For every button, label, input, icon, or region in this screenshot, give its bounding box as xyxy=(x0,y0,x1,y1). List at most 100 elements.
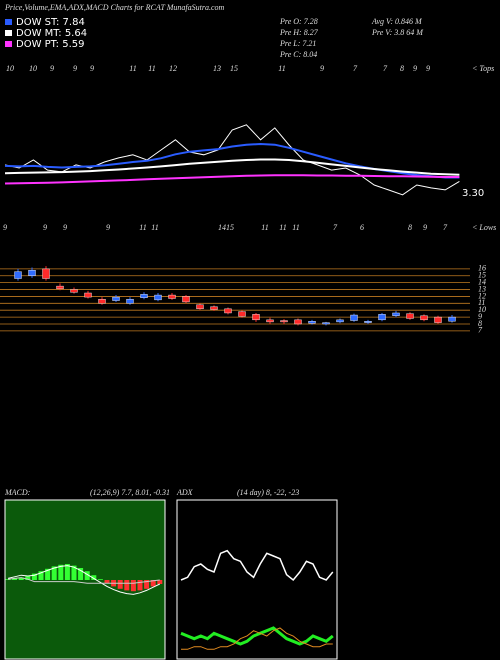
candle-body xyxy=(238,311,246,317)
y-tick-label: 7 xyxy=(478,326,483,335)
candle-body xyxy=(112,296,120,301)
legend-swatch xyxy=(5,41,12,47)
series-line xyxy=(181,627,333,650)
y-tick-label: 9 xyxy=(478,312,482,321)
candle-body xyxy=(168,294,176,299)
panel-label: MACD: xyxy=(4,488,31,497)
candle-body xyxy=(336,319,344,323)
histogram-bar xyxy=(130,580,136,592)
tops-label: 13 xyxy=(213,64,221,73)
candle-body xyxy=(280,320,288,323)
panel-label: ADX xyxy=(176,488,194,497)
series-line xyxy=(7,577,160,584)
lows-label: 14 xyxy=(218,223,226,232)
candle-body xyxy=(224,308,232,314)
tops-label: 9 xyxy=(50,64,54,73)
lows-label: 11 xyxy=(261,223,268,232)
lows-label: 15 xyxy=(226,223,234,232)
tops-label: 15 xyxy=(230,64,238,73)
candle-body xyxy=(56,285,64,290)
histogram-bar xyxy=(31,573,37,580)
candle-body xyxy=(28,270,36,276)
y-tick-label: 8 xyxy=(478,319,482,328)
histogram-bar xyxy=(117,580,123,589)
histogram-bar xyxy=(18,577,24,580)
histogram-bar xyxy=(157,580,163,584)
tops-label: 9 xyxy=(413,64,417,73)
candle-body xyxy=(140,294,148,299)
candle-body xyxy=(126,298,134,304)
candle-body xyxy=(322,322,330,325)
candle-body xyxy=(70,289,78,293)
legend-label: DOW MT: 5.64 xyxy=(16,28,87,39)
tops-label: 7 xyxy=(353,64,358,73)
panel-params: (12,26,9) 7.7, 8.01, -0.31 xyxy=(90,488,170,497)
series-line xyxy=(4,174,460,185)
y-tick-label: 11 xyxy=(478,298,485,307)
candle-body xyxy=(308,321,316,324)
tops-label: 11 xyxy=(278,64,285,73)
y-tick-label: 15 xyxy=(478,271,486,280)
info-text: Avg V: 0.846 M xyxy=(371,17,423,26)
lows-label: 9 xyxy=(423,223,427,232)
series-line xyxy=(180,549,334,582)
candle-body xyxy=(392,312,400,316)
last-label: 3.30 xyxy=(462,188,484,199)
tops-caption: < Tops xyxy=(472,64,494,73)
histogram-bar xyxy=(58,564,64,580)
candle-body xyxy=(84,292,92,298)
tops-label: 8 xyxy=(400,64,404,73)
lows-label: 11 xyxy=(139,223,146,232)
series-line xyxy=(7,565,161,595)
tops-label: 9 xyxy=(320,64,324,73)
lows-label: 6 xyxy=(360,223,364,232)
tops-label: 10 xyxy=(6,64,14,73)
histogram-bar xyxy=(45,568,51,580)
info-text: Pre O: 7.28 xyxy=(279,17,318,26)
y-tick-label: 13 xyxy=(478,284,486,293)
candle-body xyxy=(252,314,260,321)
y-tick-label: 16 xyxy=(478,264,486,273)
histogram-bar xyxy=(137,580,143,591)
tops-label: 11 xyxy=(148,64,155,73)
lows-label: 8 xyxy=(408,223,412,232)
candle-body xyxy=(420,315,428,321)
histogram-bar xyxy=(97,579,103,580)
tops-label: 11 xyxy=(129,64,136,73)
lows-caption: < Lows xyxy=(472,223,496,232)
histogram-bar xyxy=(64,564,70,580)
lows-label: 7 xyxy=(443,223,448,232)
series-line xyxy=(4,158,460,176)
legend-label: DOW ST: 7.84 xyxy=(16,17,85,28)
lows-label: 11 xyxy=(292,223,299,232)
lows-label: 11 xyxy=(151,223,158,232)
info-text: Pre H: 8.27 xyxy=(279,28,319,37)
candle-body xyxy=(42,268,50,279)
candle-body xyxy=(434,316,442,323)
info-text: Pre V: 3.8 64 M xyxy=(371,28,424,37)
histogram-bar xyxy=(84,571,90,580)
histogram-bar xyxy=(12,578,18,580)
tops-label: 12 xyxy=(169,64,177,73)
histogram-bar xyxy=(25,576,31,580)
legend-label: DOW PT: 5.59 xyxy=(16,39,85,50)
lows-label: 9 xyxy=(43,223,47,232)
candle-body xyxy=(448,316,456,322)
candle-body xyxy=(182,296,190,303)
histogram-bar xyxy=(78,568,84,580)
legend-swatch xyxy=(5,30,12,36)
legend-swatch xyxy=(5,19,12,25)
candle-body xyxy=(364,321,372,323)
candle-body xyxy=(350,314,358,321)
histogram-bar xyxy=(38,571,44,580)
candle-body xyxy=(154,294,162,301)
tops-label: 9 xyxy=(73,64,77,73)
y-tick-label: 12 xyxy=(478,291,486,300)
candle-body xyxy=(196,304,204,310)
histogram-bar xyxy=(71,565,77,580)
histogram-bar xyxy=(104,580,110,584)
candle-body xyxy=(406,313,414,319)
lows-label: 9 xyxy=(106,223,110,232)
